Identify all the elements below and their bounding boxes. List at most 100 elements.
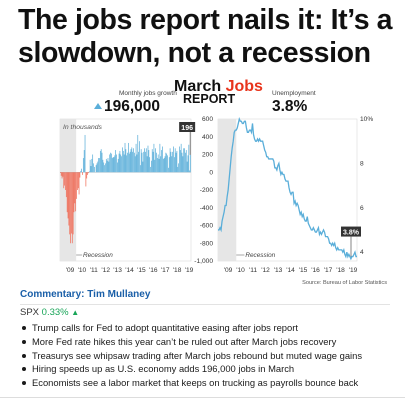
bar bbox=[186, 161, 188, 173]
bar bbox=[63, 172, 65, 189]
news-item[interactable]: Treasurys see whipsaw trading after Marc… bbox=[20, 349, 400, 363]
news-link[interactable]: Economists see a labor market that keeps… bbox=[32, 377, 359, 389]
x-tick-label: '15 bbox=[137, 267, 146, 274]
y-tick-label: 4 bbox=[360, 249, 364, 256]
news-link[interactable]: Treasurys see whipsaw trading after Marc… bbox=[32, 349, 363, 361]
ticker-quote[interactable]: SPX 0.33% ▲ bbox=[20, 307, 79, 318]
bar bbox=[65, 172, 66, 190]
callout-label: 3.8% bbox=[343, 230, 360, 237]
bar bbox=[142, 161, 144, 173]
bar bbox=[62, 172, 64, 177]
bar bbox=[71, 172, 72, 234]
bar bbox=[171, 156, 173, 173]
bar bbox=[132, 151, 134, 173]
bar bbox=[139, 141, 140, 173]
bar bbox=[107, 158, 109, 173]
bar bbox=[153, 143, 155, 173]
bar bbox=[88, 172, 89, 174]
x-tick-label: '09 bbox=[66, 267, 75, 274]
bar bbox=[64, 172, 65, 186]
bar bbox=[158, 158, 160, 173]
bar bbox=[181, 152, 183, 173]
bar bbox=[157, 154, 159, 173]
commentary-link[interactable]: Commentary: Tim Mullaney bbox=[20, 289, 150, 300]
news-link[interactable]: Hiring speeds up as U.S. economy adds 19… bbox=[32, 363, 295, 375]
bar bbox=[139, 165, 141, 173]
bar bbox=[78, 172, 80, 195]
bar bbox=[126, 155, 128, 173]
bar bbox=[183, 148, 185, 173]
bar bbox=[105, 158, 107, 173]
bar bbox=[89, 159, 91, 173]
right-kpi-value: 3.8% bbox=[272, 98, 308, 115]
bar bbox=[73, 172, 75, 213]
commentary-label[interactable]: Commentary: Tim Mullaney bbox=[20, 289, 151, 300]
ticker-symbol: SPX bbox=[20, 307, 40, 318]
bar bbox=[185, 152, 186, 173]
bar bbox=[160, 156, 162, 173]
bar bbox=[156, 152, 157, 173]
news-item[interactable]: More Fed rate hikes this year can’t be r… bbox=[20, 335, 400, 349]
bar bbox=[180, 143, 182, 173]
bar bbox=[103, 162, 105, 173]
bar bbox=[112, 157, 114, 173]
bar bbox=[163, 158, 165, 173]
left-kpi-value: 196,000 bbox=[104, 98, 160, 115]
bar bbox=[128, 153, 130, 173]
news-item[interactable]: Economists see a labor market that keeps… bbox=[20, 376, 400, 390]
bar bbox=[116, 154, 117, 173]
left-kpi-label: Monthly jobs growth bbox=[119, 90, 177, 97]
bar bbox=[161, 150, 162, 173]
news-link[interactable]: Trump calls for Fed to adopt quantitativ… bbox=[32, 322, 298, 333]
bar bbox=[179, 150, 181, 173]
bar bbox=[114, 155, 116, 173]
bar bbox=[81, 168, 82, 173]
callout-label: 196 bbox=[181, 125, 193, 132]
y-tick-label: 600 bbox=[202, 116, 213, 123]
y-tick-label: 6 bbox=[360, 205, 364, 212]
bar bbox=[82, 158, 84, 173]
graphic-title-part2-text: Jobs bbox=[226, 78, 263, 95]
bar bbox=[74, 172, 76, 204]
bar bbox=[184, 148, 185, 173]
x-tick-label: '19 bbox=[185, 267, 194, 274]
left-kpi-up-triangle-icon bbox=[94, 103, 102, 109]
chart-frame bbox=[217, 118, 358, 262]
x-tick-label: '14 bbox=[286, 267, 295, 274]
chart-frame bbox=[59, 118, 192, 262]
bar bbox=[189, 170, 191, 173]
bar bbox=[175, 152, 177, 173]
bar bbox=[69, 172, 71, 235]
x-tick-label: '12 bbox=[101, 267, 110, 274]
x-tick-label: '16 bbox=[311, 267, 320, 274]
bar bbox=[130, 149, 132, 173]
graphic-title-line2: REPORT bbox=[183, 92, 235, 106]
bar bbox=[86, 172, 88, 179]
bar bbox=[127, 152, 128, 173]
bar bbox=[140, 149, 142, 173]
bar bbox=[134, 156, 136, 173]
news-item[interactable]: Hiring speeds up as U.S. economy adds 19… bbox=[20, 362, 400, 376]
bar bbox=[100, 149, 102, 173]
source-note: Source: Bureau of Labor Statistics bbox=[302, 280, 387, 286]
bar bbox=[68, 172, 70, 226]
x-tick-label: '12 bbox=[261, 267, 270, 274]
bullet-icon bbox=[22, 381, 26, 386]
bar bbox=[99, 150, 101, 173]
bar bbox=[94, 166, 95, 173]
bar bbox=[122, 150, 124, 173]
news-item[interactable]: Trump calls for Fed to adopt quantitativ… bbox=[20, 321, 400, 335]
bar bbox=[99, 158, 100, 173]
x-tick-label: '17 bbox=[324, 267, 333, 274]
bar bbox=[141, 152, 143, 173]
bar bbox=[151, 160, 152, 173]
bar bbox=[111, 158, 113, 173]
bar bbox=[154, 159, 156, 173]
headline[interactable]: The jobs report nails it: It’s a slowdow… bbox=[18, 4, 393, 69]
news-link[interactable]: More Fed rate hikes this year can’t be r… bbox=[32, 335, 337, 347]
bar bbox=[146, 156, 148, 173]
callout-box bbox=[179, 122, 196, 132]
bar bbox=[133, 148, 134, 173]
ticker-change: 0.33% bbox=[41, 307, 69, 318]
bullet-icon bbox=[22, 353, 26, 358]
